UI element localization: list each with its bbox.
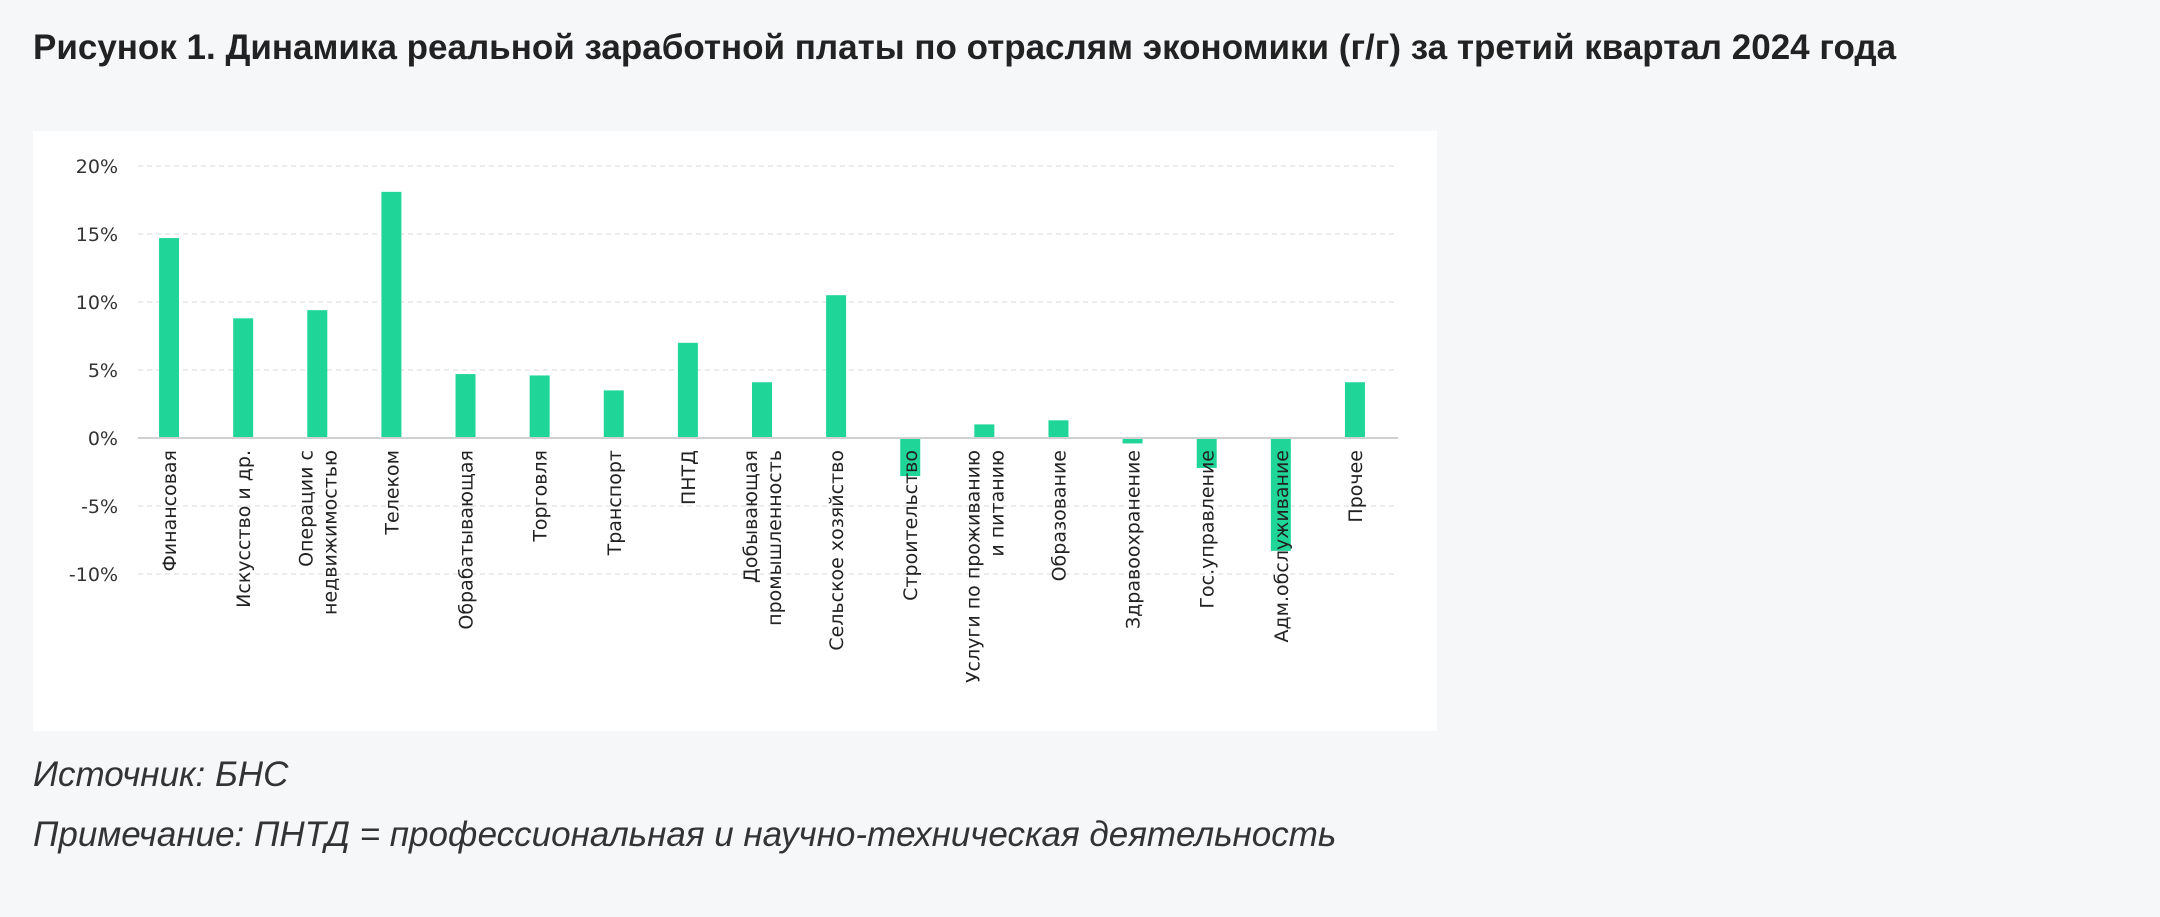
y-tick-label: 0% [88,428,118,450]
bar [529,375,550,438]
category-label: Адм.обслуживание [1271,450,1293,642]
bar [233,318,254,438]
category-label: Финансовая [159,450,181,572]
category-label: Торговля [530,450,552,543]
category-label: Сельское хозяйство [826,450,848,651]
category-label: недвижимостью [319,450,341,615]
bar [677,342,698,438]
y-tick-label: 20% [76,156,118,178]
bar [1270,438,1291,551]
category-label: Прочее [1345,450,1367,523]
bar [1122,438,1143,444]
category-label: Транспорт [604,450,626,556]
category-label: Добывающая [740,450,762,583]
category-label: промышленность [764,450,786,626]
y-tick-label: 15% [76,224,118,246]
y-tick-label: -5% [81,496,118,518]
source-note: Источник: БНС [33,755,289,794]
bar [900,438,921,477]
abbreviation-note: Примечание: ПНТД = профессиональная и на… [33,815,1337,854]
category-label: Телеком [381,450,403,536]
y-tick-label: 5% [88,360,118,382]
category-label: Строительство [900,450,922,601]
bar [752,382,772,438]
category-label: Искусство и др. [233,450,255,608]
bar [1344,382,1365,438]
bar [1196,438,1217,468]
bar [455,374,476,438]
category-label: Образование [1048,450,1070,581]
bar [1048,420,1069,438]
bars [159,191,1365,551]
category-label: Обрабатывающая [456,450,478,630]
category-label: и питанию [986,450,1008,557]
chart-container: 20% 15% 10% 5% 0% -5% -10% Финансовая Искусство… [33,131,1437,731]
category-label: Операции с [295,450,317,567]
y-tick-label: 10% [76,292,118,314]
category-label: Гос.управление [1197,450,1219,609]
category-label: ПНТД [678,450,700,505]
bar [159,238,180,438]
bar-chart: 20% 15% 10% 5% 0% -5% -10% Финансовая Искусство… [69,156,1398,683]
category-label: Здравоохранение [1123,450,1145,629]
bar [974,424,995,438]
bar [826,295,847,438]
grid-lines [138,165,1398,575]
bar [307,310,328,438]
y-tick-label: -10% [69,564,118,586]
bar [603,390,624,438]
bar [381,191,402,438]
category-labels: Финансовая Искусство и др. Операции с недви… [159,450,1367,683]
y-axis-tick-labels: 20% 15% 10% 5% 0% -5% -10% [69,156,118,586]
figure-title: Рисунок 1. Динамика реальной заработной … [33,28,1897,67]
category-label: Услуги по проживанию [962,450,984,683]
